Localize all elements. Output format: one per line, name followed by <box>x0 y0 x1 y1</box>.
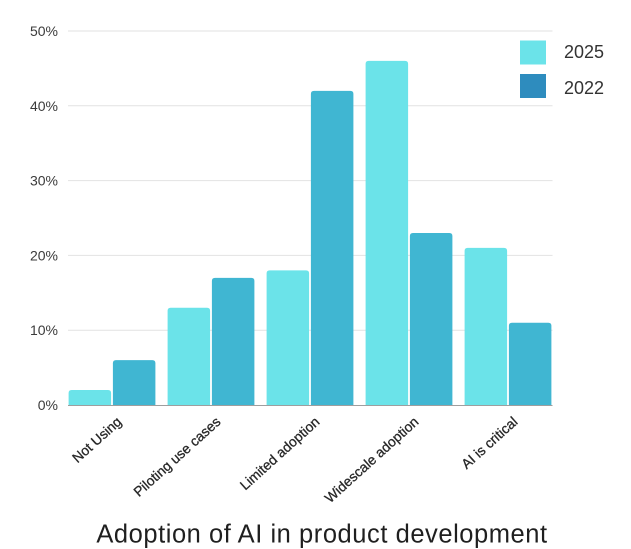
svg-text:Adoption of AI in product deve: Adoption of AI in product development <box>96 520 547 548</box>
svg-text:20%: 20% <box>30 247 58 263</box>
svg-text:2022: 2022 <box>564 78 604 98</box>
svg-text:Not Using: Not Using <box>69 414 124 466</box>
svg-text:40%: 40% <box>30 98 58 114</box>
svg-text:50%: 50% <box>30 23 58 39</box>
svg-text:2025: 2025 <box>564 42 604 62</box>
svg-text:30%: 30% <box>30 173 58 189</box>
svg-text:10%: 10% <box>30 322 58 338</box>
svg-text:AI is critical: AI is critical <box>459 414 521 472</box>
svg-text:Limited adoption: Limited adoption <box>237 414 322 493</box>
svg-text:0%: 0% <box>38 397 58 413</box>
svg-text:Widescale adoption: Widescale adoption <box>322 414 422 506</box>
svg-text:Piloting use cases: Piloting use cases <box>131 414 224 500</box>
